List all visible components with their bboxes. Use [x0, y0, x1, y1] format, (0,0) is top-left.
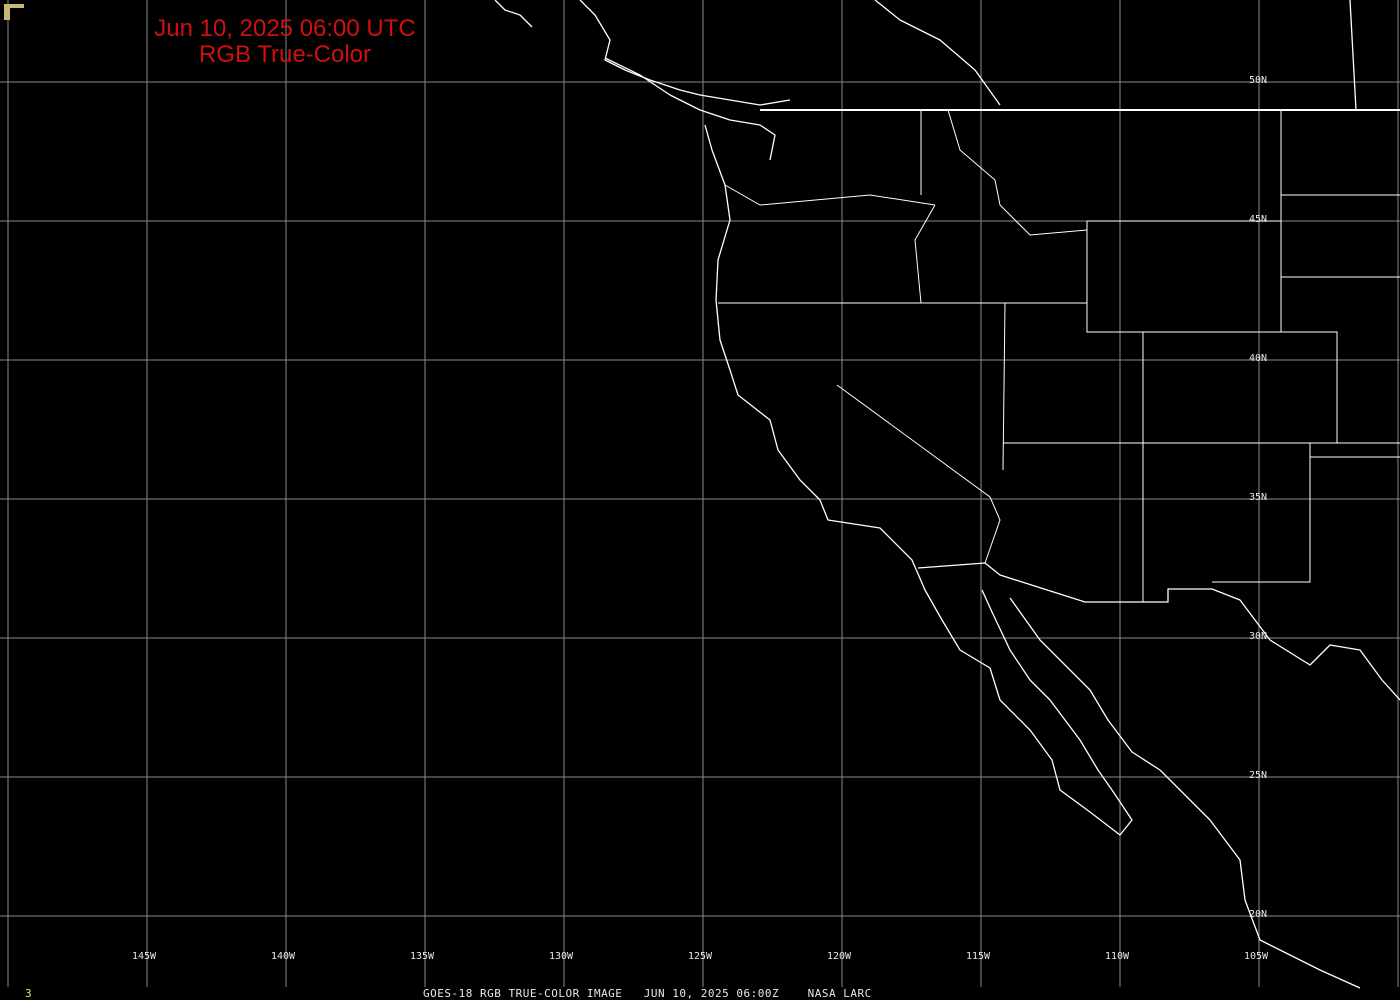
longitude-label: 135W — [410, 951, 435, 962]
map-title-product: RGB True-Color — [198, 41, 372, 68]
longitude-label: 140W — [271, 951, 296, 962]
latitude-label: 20N — [1249, 909, 1268, 920]
corner-marker — [4, 4, 24, 8]
map-title-datetime: Jun 10, 2025 06:00 UTC — [154, 15, 416, 42]
latitude-label: 50N — [1249, 75, 1268, 86]
latitude-label: 45N — [1249, 214, 1268, 225]
latitude-label: 25N — [1249, 770, 1268, 781]
longitude-label: 145W — [132, 951, 157, 962]
longitude-label: 115W — [966, 951, 991, 962]
coastlines-and-borders — [494, 0, 1400, 989]
frame-number: 3 — [25, 987, 33, 1000]
vancouver-island — [604, 57, 776, 161]
image-caption: GOES-18 RGB TRUE-COLOR IMAGE JUN 10, 202… — [423, 987, 872, 1000]
longitude-label: 125W — [688, 951, 713, 962]
latitude-label: 35N — [1249, 492, 1268, 503]
longitude-label: 120W — [827, 951, 852, 962]
state-borders — [718, 109, 1400, 602]
latitude-label: 40N — [1249, 353, 1268, 364]
longitude-label: 110W — [1105, 951, 1130, 962]
us-mexico-border — [917, 562, 1400, 701]
longitude-label: 105W — [1244, 951, 1269, 962]
longitude-label: 130W — [549, 951, 574, 962]
west-coast — [704, 124, 1133, 836]
bc-coast-2 — [579, 0, 791, 106]
bc-coast — [494, 0, 533, 28]
latitude-label: 30N — [1249, 631, 1268, 642]
bc-inland — [874, 0, 1001, 106]
mexico-mainland-coast — [1009, 597, 1361, 989]
